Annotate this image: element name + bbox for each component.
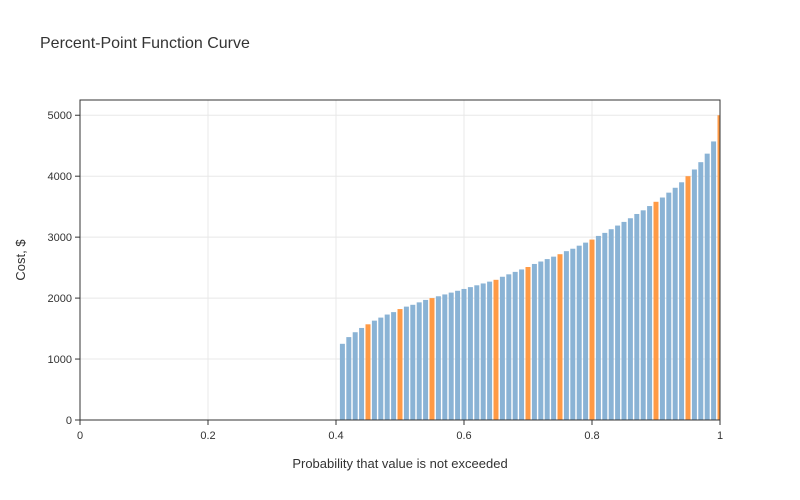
bar <box>339 343 345 420</box>
bar <box>634 213 640 420</box>
x-axis-title: Probability that value is not exceeded <box>292 456 507 471</box>
bar <box>538 261 544 420</box>
bar <box>595 235 601 420</box>
x-tick-label: 0.8 <box>584 430 599 442</box>
bar-highlight <box>653 201 659 420</box>
bar <box>615 225 621 420</box>
x-tick-label: 0.2 <box>200 430 215 442</box>
bar <box>455 290 461 420</box>
bar-highlight <box>493 279 499 420</box>
x-axis: 0 0.2 0.4 0.6 0.8 1 <box>77 420 723 442</box>
bar <box>359 327 365 420</box>
bar-highlight <box>717 115 720 420</box>
bar <box>423 299 429 420</box>
bar <box>506 274 512 420</box>
y-tick-label: 3000 <box>48 232 72 244</box>
bar <box>691 169 697 420</box>
bar <box>391 312 397 420</box>
y-tick-label: 0 <box>66 415 72 427</box>
bar <box>435 296 441 420</box>
bar <box>640 210 646 420</box>
bar <box>666 192 672 420</box>
bars <box>339 115 720 420</box>
bar <box>480 283 486 420</box>
bar <box>627 218 633 420</box>
x-tick-label: 0.6 <box>456 430 471 442</box>
bar <box>442 294 448 420</box>
bar <box>563 251 569 420</box>
bar <box>499 276 505 420</box>
bar-highlight <box>557 254 563 420</box>
bar <box>519 269 525 420</box>
bar <box>576 245 582 420</box>
bar <box>461 288 467 420</box>
bar <box>621 221 627 420</box>
y-axis-title: Cost, $ <box>13 239 28 281</box>
y-tick-label: 2000 <box>48 293 72 305</box>
y-tick-label: 5000 <box>48 110 72 122</box>
bar-highlight <box>365 324 371 420</box>
y-tick-label: 1000 <box>48 354 72 366</box>
bar <box>570 248 576 420</box>
bar-highlight <box>589 239 595 420</box>
chart-title: Percent-Point Function Curve <box>40 35 250 52</box>
bar <box>704 153 710 420</box>
bar <box>487 281 493 420</box>
bar <box>403 306 409 420</box>
bar <box>378 317 384 420</box>
bar <box>384 314 390 420</box>
bar <box>474 285 480 420</box>
bar <box>647 206 653 420</box>
bar-highlight <box>397 309 403 420</box>
y-axis: 0 1000 2000 3000 4000 5000 <box>48 110 80 427</box>
bar <box>602 232 608 420</box>
bar <box>448 292 454 420</box>
bar <box>346 337 352 420</box>
bar <box>531 263 537 420</box>
bar-highlight <box>685 176 691 420</box>
bar <box>371 320 377 420</box>
bar <box>551 256 557 420</box>
bar-highlight <box>525 267 531 420</box>
bar <box>416 302 422 420</box>
bar <box>583 242 589 420</box>
bar <box>352 332 358 420</box>
bar <box>467 287 473 420</box>
bar <box>544 259 550 420</box>
bar <box>698 162 704 420</box>
bar <box>512 271 518 420</box>
bar <box>711 141 717 420</box>
bar <box>672 187 678 420</box>
bar <box>410 304 416 420</box>
x-tick-label: 0 <box>77 430 83 442</box>
bar <box>659 197 665 420</box>
bar <box>679 182 685 420</box>
bar <box>608 229 614 420</box>
plot-frame <box>79 99 721 421</box>
x-tick-label: 0.4 <box>328 430 343 442</box>
y-tick-label: 4000 <box>48 171 72 183</box>
x-tick-label: 1 <box>717 430 723 442</box>
bar-highlight <box>429 298 435 420</box>
